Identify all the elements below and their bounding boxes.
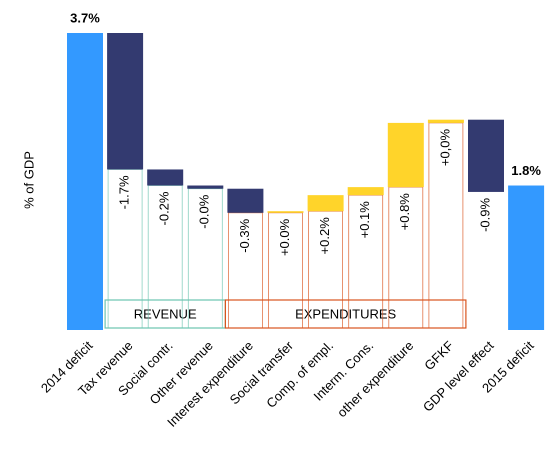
value-label: +0,0%	[437, 128, 452, 166]
bar	[147, 169, 184, 186]
bar	[267, 211, 304, 213]
value-label: 3.7%	[70, 10, 100, 25]
bar	[67, 33, 103, 330]
bar	[387, 122, 424, 188]
bar	[427, 119, 464, 123]
value-label: +0.2%	[317, 217, 332, 255]
group-label: REVENUE	[134, 306, 197, 321]
x-tick-label: GDP level effect	[420, 338, 497, 415]
y-axis-label: % of GDP	[21, 151, 36, 209]
bar	[107, 33, 144, 170]
label-frame	[348, 194, 384, 329]
bar	[307, 195, 344, 212]
value-label: +0.1%	[357, 201, 372, 239]
value-label: -0.3%	[237, 218, 252, 252]
bar	[347, 187, 384, 196]
bar	[187, 185, 224, 189]
value-label: 1.8%	[511, 163, 541, 178]
value-label: +0.8%	[397, 193, 412, 231]
group-label: EXPENDITURES	[295, 306, 396, 321]
bar	[227, 188, 264, 213]
value-label: -0.9%	[477, 198, 492, 232]
value-label: -0.2%	[157, 191, 172, 225]
value-label: +0.0%	[277, 218, 292, 256]
group-box	[224, 299, 467, 329]
bar	[468, 119, 504, 192]
x-tick-label: GFKF	[421, 338, 456, 373]
bar	[508, 185, 545, 330]
value-label: -0.0%	[197, 194, 212, 228]
value-label: -1.7%	[117, 175, 132, 209]
x-tick-label: other expenditure	[334, 338, 416, 420]
